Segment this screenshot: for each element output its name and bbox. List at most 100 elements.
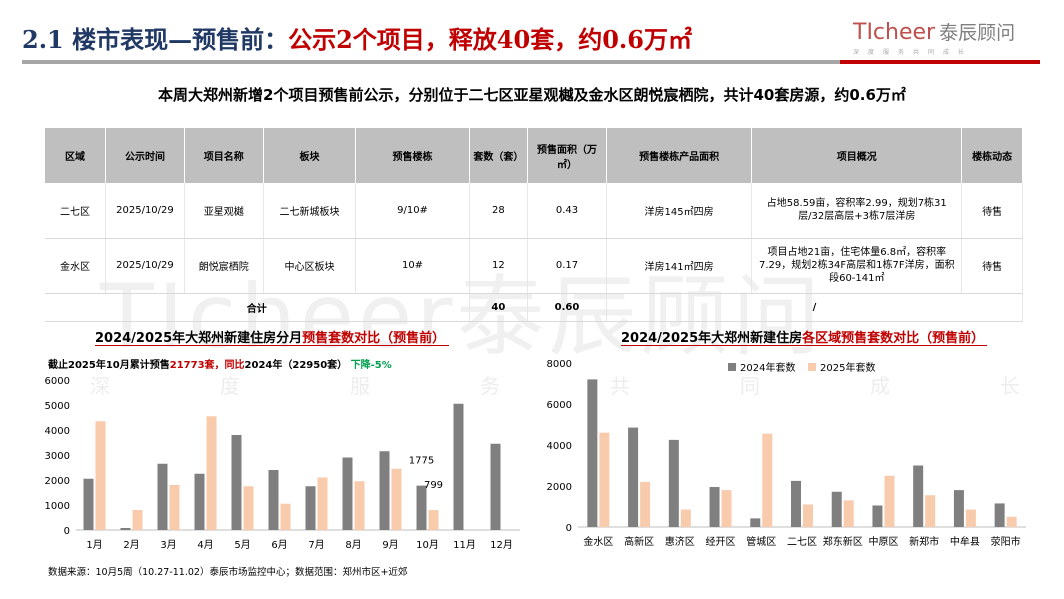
y-tick-label: 8000 xyxy=(547,359,572,370)
table-cell: 28 xyxy=(469,183,529,239)
bar-2025 xyxy=(95,421,106,530)
data-source-note: 数据来源：10月5周（10.27-11.02）泰辰市场监控中心；数据范围：郑州市… xyxy=(48,567,408,578)
presale-table: 区域 公示时间 项目名称 板块 预售楼栋 套数（套） 预售面积（万㎡） 预售楼栋… xyxy=(45,128,1024,322)
table-header: 预售面积（万㎡） xyxy=(527,128,607,183)
table-cell: 朗悦宸栖院 xyxy=(184,238,264,294)
bar-2025 xyxy=(640,481,651,527)
x-tick-label: 惠济区 xyxy=(665,535,695,548)
table-cell: 二七区 xyxy=(45,183,107,239)
legend-label: 2024年套数 xyxy=(740,361,795,374)
bar-2025 xyxy=(884,475,895,527)
x-tick-label: 二七区 xyxy=(787,536,817,548)
y-tick-label: 3000 xyxy=(45,451,70,462)
x-tick-label: 高新区 xyxy=(624,535,654,548)
brand-cn: 泰辰顾问 xyxy=(939,22,1016,44)
table-row: 金水区 2025/10/29 朗悦宸栖院 中心区板块 10# 12 0.17 洋… xyxy=(45,238,1023,294)
table-header: 板块 xyxy=(263,128,357,183)
table-header: 预售楼栋产品面积 xyxy=(606,128,753,183)
bar-2024 xyxy=(194,473,205,530)
table-cell: 亚星观樾 xyxy=(184,183,264,239)
y-tick-label: 2000 xyxy=(45,476,70,487)
bar-2025 xyxy=(428,510,439,530)
table-header: 项目名称 xyxy=(184,128,264,183)
y-tick-label: 4000 xyxy=(547,441,572,452)
bar-2025 xyxy=(721,490,732,527)
legend-swatch xyxy=(808,363,816,371)
bar-2024 xyxy=(628,427,639,527)
right-chart-title: 2024/2025年大郑州新建住房各区域预售套数对比（预售前） xyxy=(621,331,985,346)
bar-2024 xyxy=(83,478,94,530)
x-tick-label: 荥阳市 xyxy=(991,535,1021,548)
x-tick-label: 金水区 xyxy=(583,535,613,548)
bar-2025 xyxy=(925,495,936,527)
brand-slogan: 深度服务共同成长 xyxy=(853,49,974,56)
bar-2025 xyxy=(680,509,691,527)
table-cell: 洋房141㎡四房 xyxy=(606,238,753,294)
bar-2024 xyxy=(791,480,801,527)
table-cell: 0.17 xyxy=(527,238,607,294)
bar-2024 xyxy=(709,487,720,527)
x-tick-label: 郑东新区 xyxy=(823,535,863,548)
bar-2024 xyxy=(872,505,883,527)
bar-2024 xyxy=(831,491,842,527)
table-cell: 2025/10/29 xyxy=(105,238,185,294)
watermark-slogan: 深度服务共同成长 xyxy=(90,374,1020,398)
table-header: 套数（套） xyxy=(469,128,529,183)
x-tick-label: 5月 xyxy=(234,539,250,551)
x-tick-label: 11月 xyxy=(453,539,476,551)
x-tick-label: 新郑市 xyxy=(909,535,939,548)
total-other: / xyxy=(606,293,1024,322)
table-cell: 0.43 xyxy=(527,183,607,239)
x-tick-label: 3月 xyxy=(160,539,176,551)
table-total-row: 合计 40 0.60 / xyxy=(45,293,1024,322)
bar-2025 xyxy=(1006,516,1017,527)
bar-2024 xyxy=(668,439,679,527)
brand-logo: TIcheer 泰辰顾问 深度服务共同成长 xyxy=(853,18,1043,58)
x-tick-label: 9月 xyxy=(382,539,398,551)
y-tick-label: 6000 xyxy=(45,376,70,387)
table-cell: 待售 xyxy=(961,183,1023,239)
table-cell: 10# xyxy=(355,238,470,294)
table-header: 公示时间 xyxy=(105,128,185,183)
x-tick-label: 2月 xyxy=(123,539,139,551)
bar-2024 xyxy=(342,457,353,530)
bar-2024 xyxy=(750,518,761,527)
title-highlight: 公示2个项目，释放40套，约0.6万㎡ xyxy=(288,25,692,54)
y-tick-label: 0 xyxy=(566,523,572,534)
monthly-presale-chart: 0 1000 2000 3000 4000 5000 6000 1月 2月 3月 4月 5月 6月 7月 8… xyxy=(45,376,520,551)
x-tick-label: 4月 xyxy=(197,539,213,551)
table-cell: 待售 xyxy=(961,238,1023,294)
table-cell: 金水区 xyxy=(45,238,107,294)
bar-2024 xyxy=(268,470,279,530)
y-tick-label: 0 xyxy=(64,526,70,537)
table-cell: 9/10# xyxy=(355,183,470,239)
x-tick-label: 中牟县 xyxy=(950,535,980,548)
total-units: 40 xyxy=(469,293,529,322)
bar-2025 xyxy=(599,432,610,527)
table-cell: 项目占地21亩，住宅体量6.8㎡，容积率7.29，规划2栋34F高层和1栋7F洋… xyxy=(751,238,963,294)
legend-label: 2025年套数 xyxy=(820,361,875,374)
right-chart-title-underline xyxy=(621,345,987,346)
table-header: 楼栋动态 xyxy=(961,128,1023,183)
x-tick-label: 10月 xyxy=(416,539,439,551)
table-header: 预售楼栋 xyxy=(355,128,470,183)
bar-2024 xyxy=(379,451,390,530)
table-cell: 中心区板块 xyxy=(263,238,357,294)
legend-swatch xyxy=(728,363,736,371)
page-title: 2.1 楼市表现—预售前：公示2个项目，释放40套，约0.6万㎡ xyxy=(22,20,692,60)
bar-2025 xyxy=(280,503,291,530)
bar-2025 xyxy=(243,486,254,530)
table-header: 项目概况 xyxy=(751,128,963,183)
y-tick-label: 4000 xyxy=(45,426,70,437)
left-chart-title: 2024/2025年大郑州新建住房分月预售套数对比（预售前） xyxy=(95,331,446,346)
left-chart-note: 截止2025年10月累计预售21773套，同比2024年（22950套） 下降-… xyxy=(48,360,392,371)
y-tick-label: 6000 xyxy=(547,400,572,411)
table-cell: 占地58.59亩，容积率2.99，规划7栋31层/32层高层+3栋7层洋房 xyxy=(751,183,963,239)
x-tick-label: 中原区 xyxy=(868,535,898,548)
bar-2024 xyxy=(120,528,131,530)
title-divider-accent xyxy=(840,60,1040,64)
y-tick-label: 5000 xyxy=(45,401,70,412)
bar-2025 xyxy=(206,416,217,530)
data-label: 799 xyxy=(424,480,443,491)
table-cell: 2025/10/29 xyxy=(105,183,185,239)
